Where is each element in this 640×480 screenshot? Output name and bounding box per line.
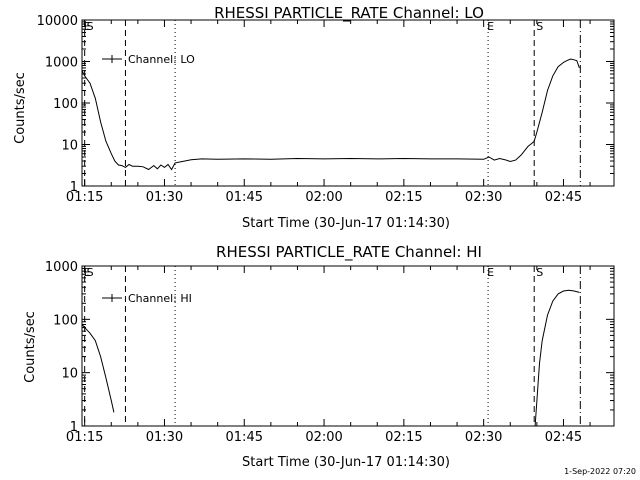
series-layer — [81, 58, 580, 171]
x-tick-label: 02:15 — [385, 430, 422, 445]
y-tick-label: 10 — [61, 139, 78, 154]
y-tick-label: 10 — [61, 367, 78, 382]
legend-label: Channel: HI — [128, 292, 192, 305]
x-axis-label: Start Time (30-Jun-17 01:14:30) — [242, 455, 450, 470]
timestamp: 1-Sep-2022 07:20 — [564, 467, 636, 476]
tick-layer: 01:15 01:30 01:45 02:00 02:15 02:30 02:45 1 10 10… — [37, 14, 614, 205]
marker-label: E — [487, 266, 494, 279]
y-tick-label: 1 — [70, 180, 78, 195]
y-axis-label: Counts/sec — [13, 72, 28, 144]
chart-panel-hi: RHESSI PARTICLE_RATE Channel: HI Counts/… — [23, 243, 615, 470]
y-tick-label: 1 — [70, 420, 78, 435]
x-axis-label: Start Time (30-Jun-17 01:14:30) — [242, 216, 450, 231]
series-line — [81, 58, 580, 171]
legend: Channel: LO — [102, 53, 195, 66]
y-tick-label: 10000 — [37, 14, 78, 29]
y-axis-label: Counts/sec — [23, 311, 38, 383]
marker-layer: ES E S — [84, 266, 581, 426]
x-tick-label: 01:15 — [66, 190, 103, 205]
marker-label: E — [487, 20, 494, 33]
x-tick-label: 01:45 — [226, 190, 263, 205]
marker-label: S — [536, 20, 543, 33]
tick-layer: 01:15 01:30 01:45 02:00 02:15 02:30 02:45 1 10 10… — [45, 260, 614, 445]
plot-frame — [81, 19, 615, 187]
x-tick-label: 02:45 — [545, 430, 582, 445]
marker-label: S — [536, 266, 543, 279]
chart-title: RHESSI PARTICLE_RATE Channel: HI — [216, 243, 482, 262]
y-tick-label: 100 — [53, 313, 78, 328]
legend: Channel: HI — [102, 292, 192, 305]
marker-label: S — [87, 20, 94, 33]
series-layer — [81, 289, 580, 427]
chart-title: RHESSI PARTICLE_RATE Channel: LO — [214, 4, 484, 23]
x-tick-label: 02:30 — [465, 430, 502, 445]
series-line — [534, 289, 580, 427]
x-tick-label: 01:45 — [226, 430, 263, 445]
x-tick-label: 02:45 — [545, 190, 582, 205]
y-tick-label: 1000 — [45, 260, 78, 275]
series-line — [81, 324, 115, 413]
marker-layer: ES E S — [84, 20, 581, 186]
marker-label: S — [87, 266, 94, 279]
y-tick-label: 1000 — [45, 56, 78, 71]
x-tick-label: 02:00 — [305, 190, 342, 205]
x-tick-label: 02:30 — [465, 190, 502, 205]
y-tick-label: 100 — [53, 97, 78, 112]
marker-label: E — [84, 266, 91, 279]
chart-panel-lo: RHESSI PARTICLE_RATE Channel: LO Counts/… — [13, 4, 615, 231]
x-tick-label: 02:00 — [305, 430, 342, 445]
legend-label: Channel: LO — [128, 53, 195, 66]
x-tick-label: 01:30 — [146, 190, 183, 205]
x-tick-label: 01:30 — [146, 430, 183, 445]
marker-label: E — [84, 20, 91, 33]
x-tick-label: 02:15 — [385, 190, 422, 205]
plot-frame — [81, 265, 615, 427]
x-tick-label: 01:15 — [66, 430, 103, 445]
